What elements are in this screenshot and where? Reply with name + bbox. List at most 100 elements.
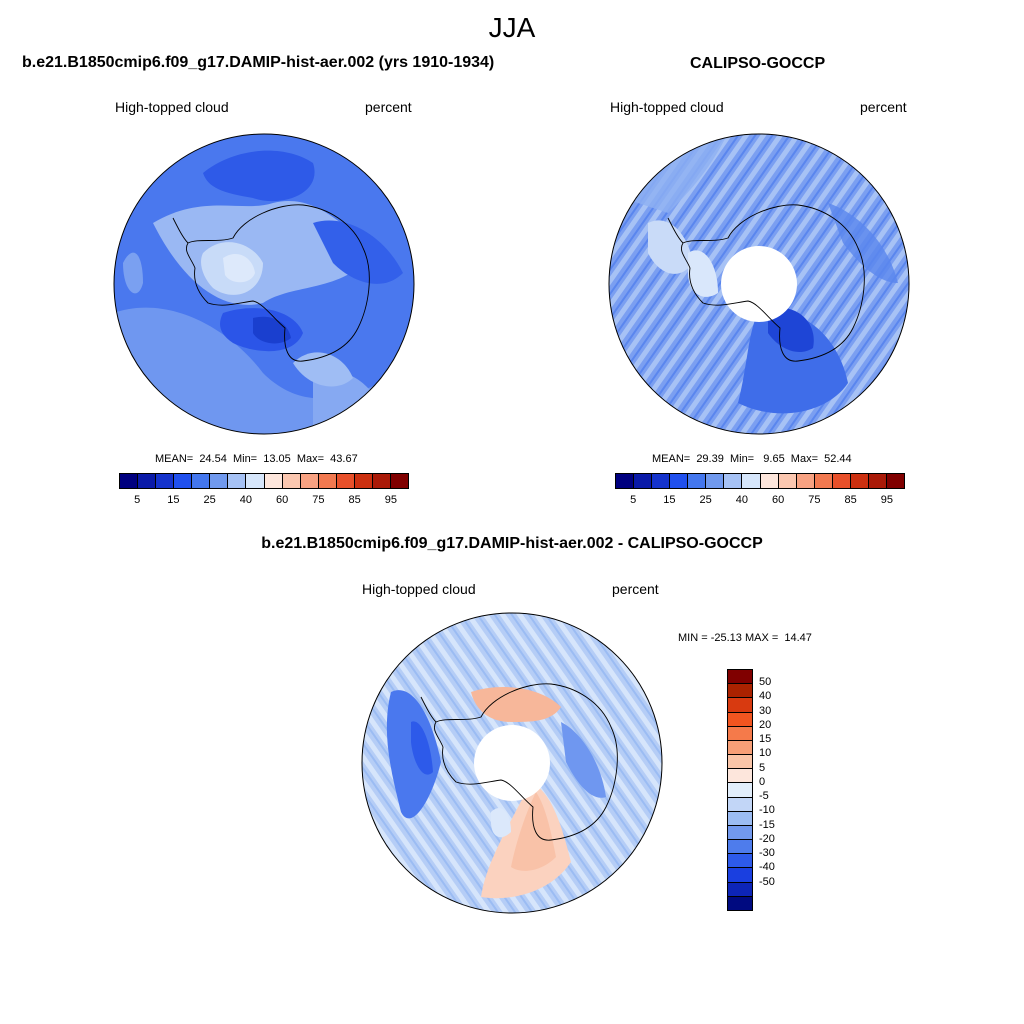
colorbar-swatch	[723, 474, 742, 488]
model-colorbar-ticks: 5 15 25 40 60 75 85 95	[119, 494, 409, 508]
obs-stats: MEAN= 29.39 Min= 9.65 Max= 52.44	[652, 453, 852, 465]
colorbar-tick-label: -50	[759, 875, 775, 888]
colorbar-swatch	[795, 474, 814, 488]
colorbar-swatch	[705, 474, 724, 488]
colorbar-swatch	[728, 824, 752, 840]
colorbar-tick-label: 15	[663, 494, 676, 506]
colorbar-swatch	[777, 474, 796, 488]
colorbar-swatch	[353, 474, 372, 488]
colorbar-swatch	[263, 474, 282, 488]
model-variable-label: High-topped cloud	[115, 99, 229, 115]
colorbar-tick-label: 20	[759, 718, 772, 731]
diff-stats: MIN = -25.13 MAX = 14.47	[678, 632, 812, 644]
colorbar-swatch	[867, 474, 886, 488]
colorbar-swatch	[728, 867, 752, 882]
colorbar-swatch	[728, 839, 752, 854]
colorbar-swatch	[137, 474, 156, 488]
model-polar-map	[113, 133, 415, 435]
diff-colorbar	[727, 669, 753, 911]
colorbar-swatch	[371, 474, 390, 488]
colorbar-tick-label: -30	[759, 847, 775, 860]
colorbar-swatch	[173, 474, 192, 488]
colorbar-swatch	[209, 474, 228, 488]
colorbar-tick-label: 5	[134, 494, 141, 506]
colorbar-tick-label: 40	[239, 494, 252, 506]
colorbar-tick-label: 40	[759, 690, 772, 703]
model-panel-title: b.e21.B1850cmip6.f09_g17.DAMIP-hist-aer.…	[22, 54, 495, 71]
colorbar-swatch	[728, 739, 752, 755]
colorbar-swatch	[120, 474, 138, 488]
colorbar-tick-label: 0	[759, 775, 766, 788]
colorbar-tick-label: 5	[630, 494, 637, 506]
obs-variable-label: High-topped cloud	[610, 99, 724, 115]
model-colorbar	[119, 473, 409, 489]
colorbar-tick-label: 25	[203, 494, 216, 506]
colorbar-swatch	[728, 711, 752, 726]
colorbar-swatch	[669, 474, 688, 488]
colorbar-tick-label: -40	[759, 861, 775, 874]
colorbar-tick-label: -15	[759, 818, 775, 831]
colorbar-swatch	[728, 683, 752, 698]
colorbar-swatch	[759, 474, 778, 488]
colorbar-swatch	[317, 474, 336, 488]
colorbar-tick-label: 40	[735, 494, 748, 506]
colorbar-swatch	[728, 754, 752, 769]
colorbar-swatch	[728, 895, 752, 910]
colorbar-tick-label: 15	[759, 733, 772, 746]
colorbar-swatch	[728, 725, 752, 740]
colorbar-swatch	[831, 474, 850, 488]
colorbar-swatch	[741, 474, 760, 488]
colorbar-tick-label: 60	[276, 494, 289, 506]
colorbar-swatch	[281, 474, 300, 488]
colorbar-swatch	[389, 474, 408, 488]
diff-units-label: percent	[612, 581, 659, 597]
colorbar-swatch	[335, 474, 354, 488]
colorbar-swatch	[885, 474, 904, 488]
colorbar-swatch	[227, 474, 246, 488]
colorbar-swatch	[728, 810, 752, 825]
colorbar-tick-label: 30	[759, 704, 772, 717]
colorbar-tick-label: 85	[348, 494, 361, 506]
colorbar-tick-label: 5	[759, 761, 766, 774]
colorbar-swatch	[191, 474, 210, 488]
colorbar-tick-label: 50	[759, 676, 772, 689]
colorbar-tick-label: 15	[167, 494, 180, 506]
colorbar-swatch	[245, 474, 264, 488]
diff-variable-label: High-topped cloud	[362, 581, 476, 597]
diff-polar-map	[361, 612, 663, 914]
colorbar-swatch	[728, 881, 752, 896]
colorbar-swatch	[728, 768, 752, 783]
colorbar-swatch	[616, 474, 634, 488]
colorbar-tick-label: 95	[880, 494, 893, 506]
obs-panel-title: CALIPSO-GOCCP	[690, 55, 826, 72]
colorbar-swatch	[299, 474, 318, 488]
obs-polar-map	[608, 133, 910, 435]
colorbar-tick-label: 10	[759, 747, 772, 760]
diff-panel-title: b.e21.B1850cmip6.f09_g17.DAMIP-hist-aer.…	[261, 535, 763, 552]
main-title: JJA	[488, 12, 536, 43]
obs-colorbar-ticks: 5 15 25 40 60 75 85 95	[615, 494, 905, 508]
colorbar-tick-label: -10	[759, 804, 775, 817]
obs-units-label: percent	[860, 99, 907, 115]
obs-colorbar	[615, 473, 905, 489]
colorbar-swatch	[849, 474, 868, 488]
colorbar-tick-label: 85	[844, 494, 857, 506]
colorbar-swatch	[687, 474, 706, 488]
colorbar-tick-label: 60	[772, 494, 785, 506]
colorbar-tick-label: 75	[312, 494, 325, 506]
colorbar-swatch	[728, 670, 752, 684]
colorbar-tick-label: 75	[808, 494, 821, 506]
colorbar-swatch	[633, 474, 652, 488]
model-stats: MEAN= 24.54 Min= 13.05 Max= 43.67	[155, 453, 358, 465]
colorbar-tick-label: 95	[384, 494, 397, 506]
model-units-label: percent	[365, 99, 412, 115]
colorbar-tick-label: -20	[759, 832, 775, 845]
colorbar-swatch	[728, 697, 752, 712]
colorbar-swatch	[728, 796, 752, 811]
diff-colorbar-ticks: 50 40 30 20 15 10 5 0 -5 -10 -15 -20 -30 -40 -50	[759, 669, 799, 911]
colorbar-swatch	[728, 782, 752, 797]
colorbar-tick-label: 25	[699, 494, 712, 506]
colorbar-swatch	[651, 474, 670, 488]
colorbar-swatch	[155, 474, 174, 488]
colorbar-tick-label: -5	[759, 790, 769, 803]
